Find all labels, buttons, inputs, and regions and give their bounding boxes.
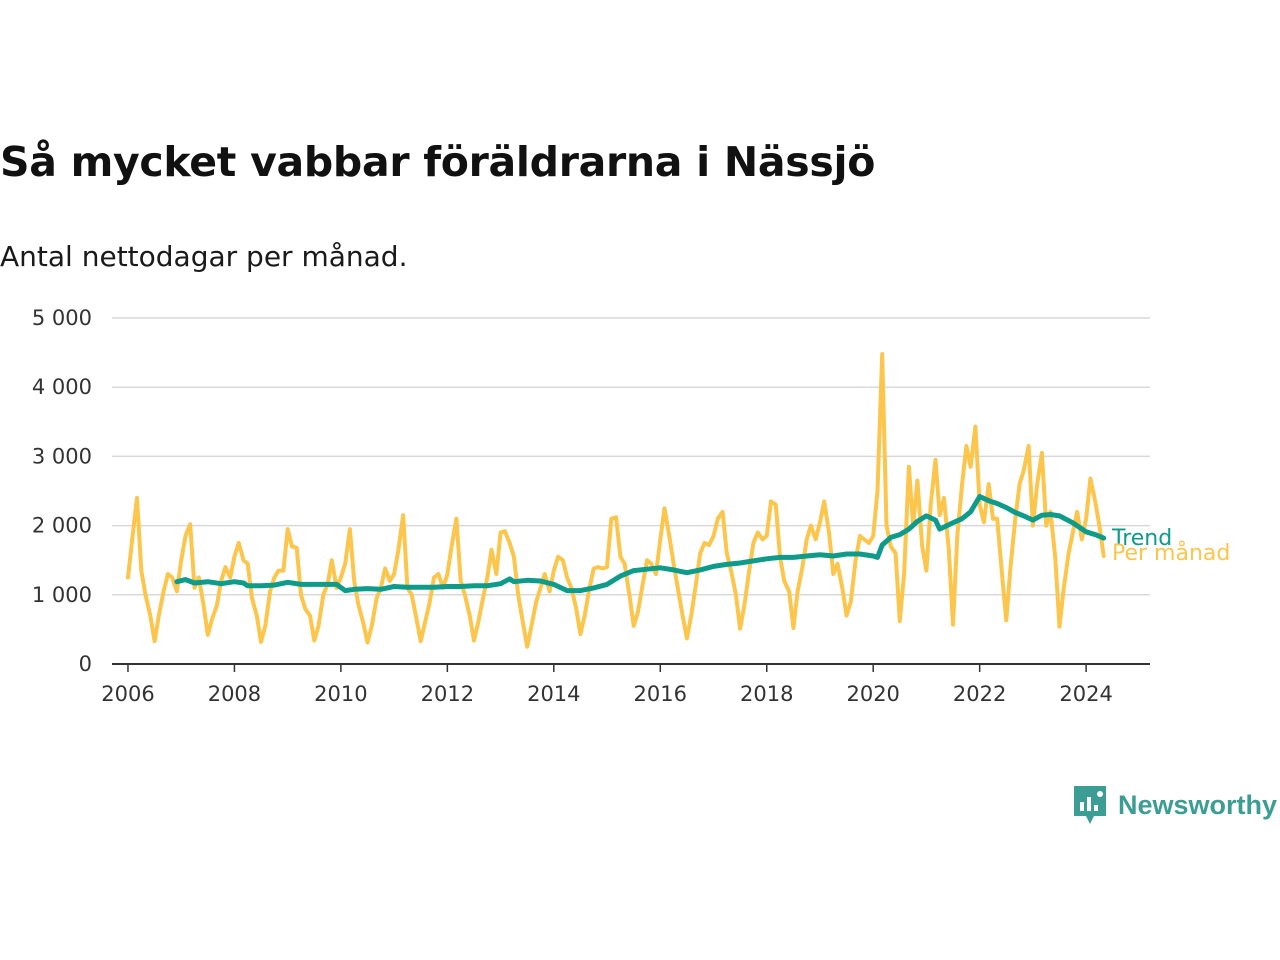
series-line-per-manad: [126, 352, 1106, 649]
series-label-trend: Trend: [1111, 526, 1172, 551]
x-tick-label: 2012: [421, 682, 474, 706]
chart-title: Så mycket vabbar föräldrarna i Nässjö: [0, 138, 876, 186]
y-tick-label: 2 000: [32, 514, 92, 538]
x-tick-label: 2024: [1059, 682, 1112, 706]
x-tick-label: 2022: [953, 682, 1006, 706]
x-tick-label: 2020: [846, 682, 899, 706]
x-tick-label: 2016: [634, 682, 687, 706]
y-tick-label: 5 000: [32, 306, 92, 330]
y-tick-label: 4 000: [32, 375, 92, 399]
brand-name: Newsworthy: [1118, 789, 1278, 820]
chart-subtitle: Antal nettodagar per månad.: [0, 240, 408, 273]
x-tick-label: 2018: [740, 682, 793, 706]
gridlines: [112, 317, 1150, 596]
x-tick-label: 2006: [101, 682, 154, 706]
newsworthy-logo-icon: [1074, 786, 1106, 824]
brand-logo: Newsworthy: [1072, 784, 1277, 826]
y-axis: 0 1 000 2 000 3 000 4 000 5 000: [32, 306, 92, 676]
series-label-per-manad: Per månad: [1112, 540, 1230, 566]
x-axis: 2006 2008 2010 2012 2014 2016 2018 2020 2022 2024: [101, 663, 1150, 706]
x-tick-label: 2014: [527, 682, 580, 706]
y-tick-label: 1 000: [32, 583, 92, 607]
y-tick-label: 3 000: [32, 444, 92, 468]
series-line-trend: [174, 494, 1107, 594]
y-tick-label: 0: [79, 652, 92, 676]
x-tick-label: 2008: [208, 682, 261, 706]
series-lines: [126, 352, 1107, 649]
x-tick-label: 2010: [314, 682, 367, 706]
